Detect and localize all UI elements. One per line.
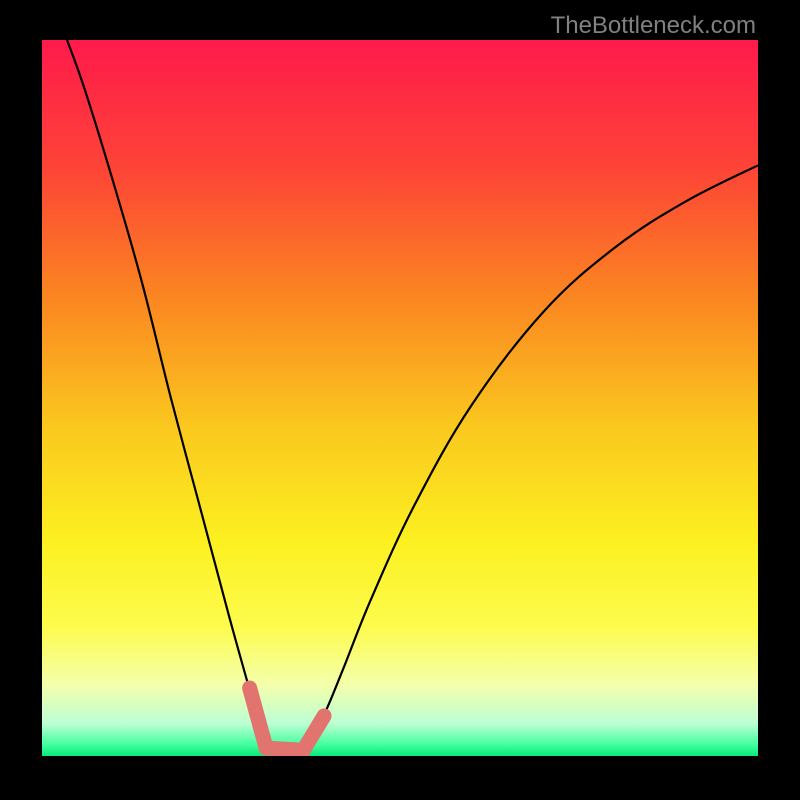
chart-outer-frame: TheBottleneck.com [0,0,800,800]
plot-area [42,40,758,756]
watermark-text: TheBottleneck.com [551,12,756,40]
curve-left-branch [67,40,278,754]
highlight-marker-seg-0 [250,688,266,748]
curve-right-branch [278,165,758,754]
highlight-marker-seg-2 [303,716,324,750]
plot-svg [42,40,758,756]
